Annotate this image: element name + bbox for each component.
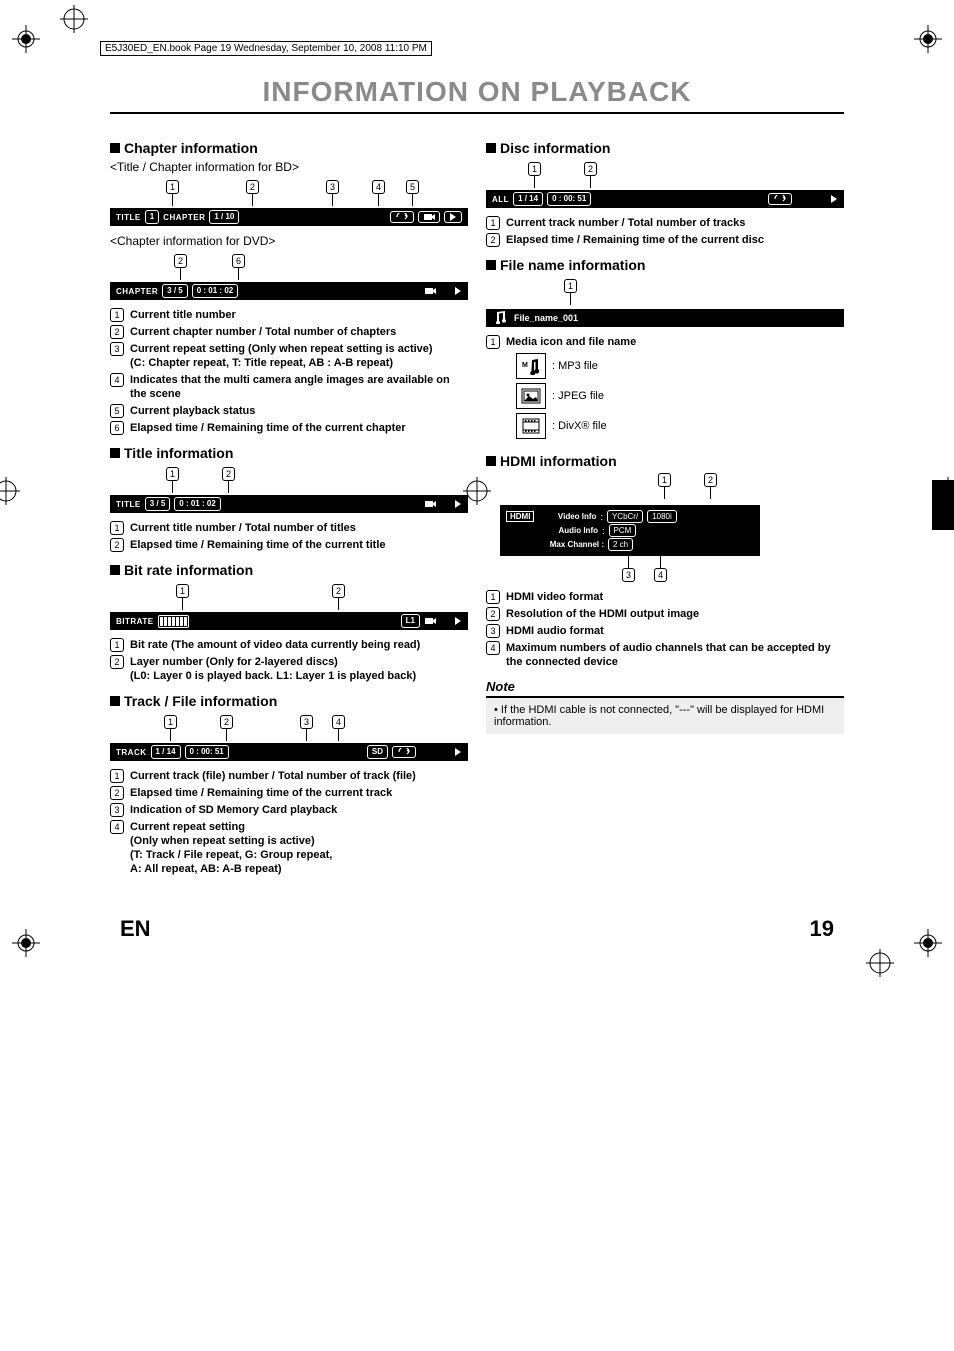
chapter-items: 1Current title number 2Current chapter n… (110, 308, 468, 435)
content-columns: Chapter information <Title / Chapter inf… (60, 132, 894, 886)
section-chapter: Chapter information (110, 140, 468, 156)
camera-angle-icon (424, 286, 436, 296)
osd-bd: TITLE 1 CHAPTER 1 / 10 (110, 208, 468, 226)
register-mark-icon (914, 929, 942, 957)
section-hdmi: HDMI information (486, 453, 844, 469)
register-mark-icon (914, 25, 942, 53)
left-column: Chapter information <Title / Chapter inf… (110, 132, 468, 886)
register-mark-icon (866, 949, 894, 977)
media-jpeg: : JPEG file (516, 383, 844, 409)
right-column: Disc information 1 2 ALL 1 / 14 0 : 00: … (486, 132, 844, 886)
repeat-icon (392, 746, 416, 758)
play-icon (454, 617, 462, 625)
osd-file: File_name_001 (486, 309, 844, 327)
note-heading: Note (486, 679, 844, 698)
footer-lang: EN (120, 916, 151, 942)
page: E5J30ED_EN.book Page 19 Wednesday, Septe… (0, 0, 954, 982)
section-track: Track / File information (110, 693, 468, 709)
section-disc: Disc information (486, 140, 844, 156)
register-mark-icon (0, 477, 20, 505)
play-icon (454, 287, 462, 295)
header-meta: E5J30ED_EN.book Page 19 Wednesday, Septe… (100, 41, 432, 56)
media-mp3: M : MP3 file (516, 353, 844, 379)
mp3-icon: M (516, 353, 546, 379)
osd-hdmi: HDMI Video Info: YCbCr/ 1080i Audio Info… (500, 505, 760, 556)
register-mark-icon (60, 5, 88, 33)
page-title: INFORMATION ON PLAYBACK (60, 76, 894, 108)
register-mark-icon (12, 25, 40, 53)
bitrate-bars-icon (158, 615, 189, 628)
play-icon (444, 211, 462, 223)
repeat-icon (768, 193, 792, 205)
camera-angle-icon (424, 499, 436, 509)
section-title-info: Title information (110, 445, 468, 461)
note-body: If the HDMI cable is not connected, "---… (486, 698, 844, 734)
camera-angle-icon (424, 616, 436, 626)
osd-track: TRACK 1 / 14 0 : 00: 51 SD (110, 743, 468, 761)
music-icon (492, 310, 508, 326)
osd-disc: ALL 1 / 14 0 : 00: 51 (486, 190, 844, 208)
register-mark-icon (12, 929, 40, 957)
media-divx: : DivX® file (516, 413, 844, 439)
repeat-icon (390, 211, 414, 223)
osd-bitrate: BITRATE L1 (110, 612, 468, 630)
osd-dvd-wrap: 2 6 CHAPTER 3 / 5 0 : 01 : 02 (110, 254, 468, 300)
jpeg-icon (516, 383, 546, 409)
osd-bd-wrap: 1 2 3 4 5 TITLE 1 CHAPTER 1 / 10 (110, 180, 468, 226)
play-icon (454, 748, 462, 756)
section-bitrate: Bit rate information (110, 562, 468, 578)
play-icon (830, 195, 838, 203)
section-file: File name information (486, 257, 844, 273)
page-footer: EN 19 (60, 886, 894, 942)
camera-angle-icon (418, 211, 440, 223)
divx-icon (516, 413, 546, 439)
play-icon (454, 500, 462, 508)
svg-text:M: M (522, 362, 528, 369)
osd-dvd: CHAPTER 3 / 5 0 : 01 : 02 (110, 282, 468, 300)
osd-title: TITLE 3 / 5 0 : 01 : 02 (110, 495, 468, 513)
section-tab (932, 480, 954, 530)
sub-dvd: <Chapter information for DVD> (110, 234, 468, 248)
title-rule (110, 112, 844, 114)
sub-bd: <Title / Chapter information for BD> (110, 160, 468, 174)
footer-page-number: 19 (810, 916, 834, 942)
